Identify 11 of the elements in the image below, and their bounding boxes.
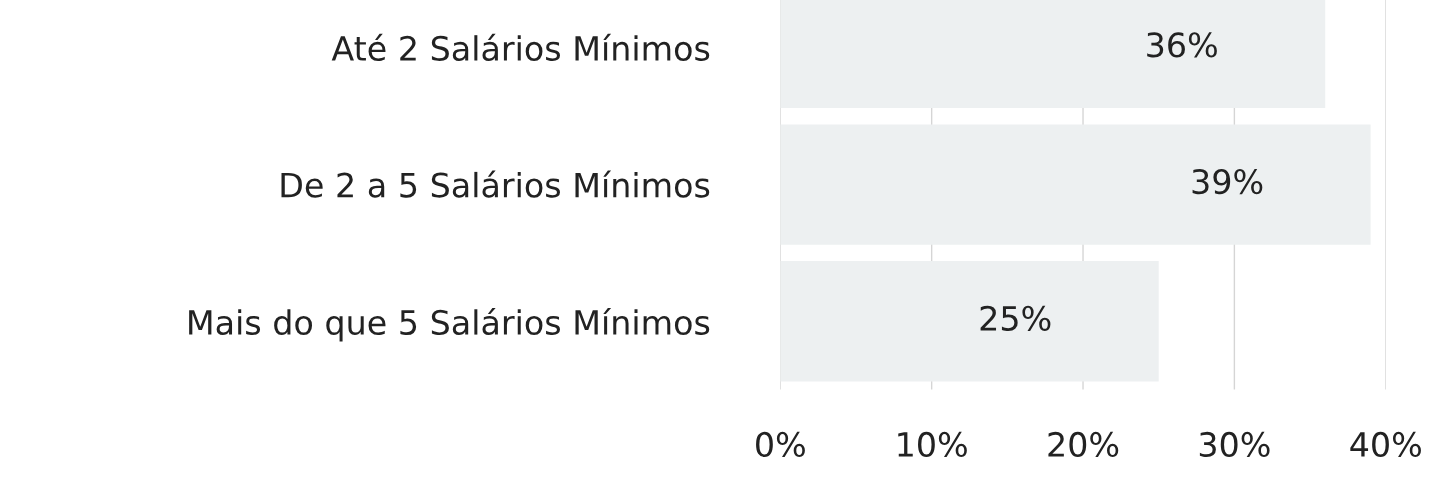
data-label: 39%: [1192, 169, 1263, 195]
x-tick-label: 40%: [1350, 431, 1421, 458]
x-tick-label: 10%: [898, 431, 967, 458]
data-label: 36%: [1147, 32, 1217, 58]
y-tick-label: Até 2 Salários Mínimos: [331, 33, 710, 61]
y-tick-label: De 2 a 5 Salários Mínimos: [281, 170, 710, 198]
y-tick-label: Mais do que 5 Salários Mínimos: [189, 307, 710, 342]
data-label: 25%: [980, 305, 1051, 331]
x-tick-label: 0%: [756, 431, 805, 458]
x-tick-label: 30%: [1199, 431, 1270, 458]
x-tick-label: 20%: [1048, 431, 1119, 458]
